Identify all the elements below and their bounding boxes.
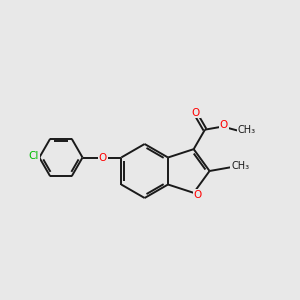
Text: O: O <box>194 190 202 200</box>
Text: O: O <box>98 152 107 163</box>
Text: CH₃: CH₃ <box>238 125 256 135</box>
Text: CH₃: CH₃ <box>231 161 249 172</box>
Text: Cl: Cl <box>29 151 39 161</box>
Text: O: O <box>219 120 228 130</box>
Text: O: O <box>192 108 200 118</box>
